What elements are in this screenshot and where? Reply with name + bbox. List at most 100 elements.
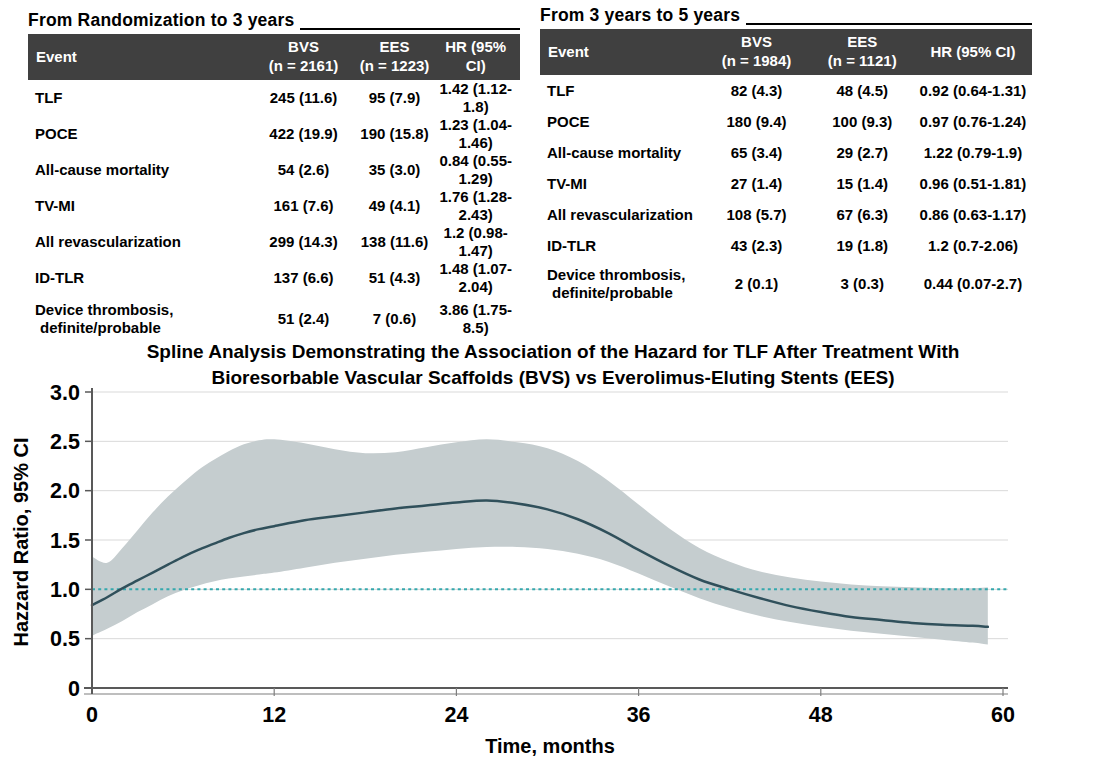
- event-cell: ID-TLR: [540, 230, 702, 261]
- column-header: BVS(n = 1984): [702, 29, 810, 75]
- table-title-row: From 3 years to 5 years: [540, 5, 1032, 29]
- column-header: EES(n = 1223): [358, 34, 432, 80]
- table-row: All-cause mortality65 (3.4)29 (2.7)1.22 …: [540, 137, 1032, 168]
- table-row: POCE422 (19.9)190 (15.8)1.23 (1.04-1.46): [28, 116, 520, 152]
- event-cell: POCE: [540, 106, 702, 137]
- ees-cell: 48 (4.5): [811, 75, 914, 106]
- y-tick-label: 1.0: [50, 578, 80, 602]
- bvs-cell: 137 (6.6): [249, 260, 357, 296]
- x-tick-label: 60: [991, 703, 1015, 727]
- table-row: TV-MI27 (1.4)15 (1.4)0.96 (0.51-1.81): [540, 168, 1032, 199]
- column-header: BVS(n = 2161): [249, 34, 357, 80]
- bvs-cell: 54 (2.6): [249, 152, 357, 188]
- y-tick-label: 0: [68, 677, 80, 701]
- column-header: HR (95% CI): [431, 34, 520, 80]
- x-tick-label: 36: [627, 703, 651, 727]
- event-cell: Device thrombosis,definite/probable: [540, 261, 702, 307]
- x-tick-label: 0: [86, 703, 98, 727]
- hr-cell: 1.76 (1.28-2.43): [431, 188, 520, 224]
- header-row: EventBVS(n = 2161)EES(n = 1223)HR (95% C…: [28, 34, 520, 80]
- table-row: TV-MI161 (7.6)49 (4.1)1.76 (1.28-2.43): [28, 188, 520, 224]
- bvs-cell: 245 (11.6): [249, 80, 357, 116]
- ees-cell: 15 (1.4): [811, 168, 914, 199]
- bvs-cell: 27 (1.4): [702, 168, 810, 199]
- event-cell: All-cause mortality: [28, 152, 249, 188]
- table-row: All revascularization299 (14.3)138 (11.6…: [28, 224, 520, 260]
- table-title: From 3 years to 5 years: [540, 5, 740, 29]
- x-tick-label: 24: [444, 703, 468, 727]
- ees-cell: 19 (1.8): [811, 230, 914, 261]
- event-cell: POCE: [28, 116, 249, 152]
- hr-cell: 0.92 (0.64-1.31): [914, 75, 1032, 106]
- table-row: All-cause mortality54 (2.6)35 (3.0)0.84 …: [28, 152, 520, 188]
- hr-cell: 0.44 (0.07-2.7): [914, 261, 1032, 307]
- hr-cell: 1.2 (0.7-2.06): [914, 230, 1032, 261]
- table-header: EventBVS(n = 2161)EES(n = 1223)HR (95% C…: [28, 34, 520, 80]
- x-axis-label: Time, months: [485, 735, 615, 757]
- bvs-cell: 82 (4.3): [702, 75, 810, 106]
- hr-cell: 0.86 (0.63-1.17): [914, 199, 1032, 230]
- column-header: Event: [540, 29, 702, 75]
- column-header: Event: [28, 34, 249, 80]
- table-row: Device thrombosis,definite/probable2 (0.…: [540, 261, 1032, 307]
- ees-cell: 67 (6.3): [811, 199, 914, 230]
- events-table: EventBVS(n = 1984)EES(n = 1121)HR (95% C…: [540, 29, 1032, 307]
- ees-cell: 190 (15.8): [358, 116, 432, 152]
- column-header-sub: (n = 1223): [360, 57, 430, 76]
- table-title-row: From Randomization to 3 years: [28, 10, 520, 34]
- event-cell: TV-MI: [540, 168, 702, 199]
- table-row: ID-TLR43 (2.3)19 (1.8)1.2 (0.7-2.06): [540, 230, 1032, 261]
- table-body: TLF82 (4.3)48 (4.5)0.92 (0.64-1.31)POCE1…: [540, 75, 1032, 307]
- hr-cell: 1.23 (1.04-1.46): [431, 116, 520, 152]
- hr-cell: 1.48 (1.07-2.04): [431, 260, 520, 296]
- title-rule: [300, 28, 520, 30]
- y-tick-label: 3.0: [50, 381, 80, 405]
- y-axis-label: Hazzard Ratio, 95% CI: [10, 438, 32, 647]
- table-row: TLF82 (4.3)48 (4.5)0.92 (0.64-1.31): [540, 75, 1032, 106]
- event-cell: All-cause mortality: [540, 137, 702, 168]
- ees-cell: 35 (3.0): [358, 152, 432, 188]
- event-cell: TV-MI: [28, 188, 249, 224]
- ees-cell: 138 (11.6): [358, 224, 432, 260]
- bvs-cell: 65 (3.4): [702, 137, 810, 168]
- table-header: EventBVS(n = 1984)EES(n = 1121)HR (95% C…: [540, 29, 1032, 75]
- column-header: EES(n = 1121): [811, 29, 914, 75]
- x-tick-label: 48: [809, 703, 833, 727]
- column-header-sub: (n = 1121): [813, 52, 912, 71]
- event-cell: All revascularization: [28, 224, 249, 260]
- event-cell-line2: definite/probable: [547, 284, 700, 302]
- ees-cell: 51 (4.3): [358, 260, 432, 296]
- bvs-cell: 299 (14.3): [249, 224, 357, 260]
- table-randomization-to-3y: From Randomization to 3 years EventBVS(n…: [28, 10, 520, 342]
- column-header-sub: (n = 2161): [251, 57, 355, 76]
- ees-cell: 49 (4.1): [358, 188, 432, 224]
- bvs-cell: 43 (2.3): [702, 230, 810, 261]
- table-title: From Randomization to 3 years: [28, 10, 294, 34]
- x-tick-label: 12: [262, 703, 286, 727]
- column-header-sub: (n = 1984): [704, 52, 808, 71]
- bvs-cell: 108 (5.7): [702, 199, 810, 230]
- bvs-cell: 2 (0.1): [702, 261, 810, 307]
- table-3y-to-5y: From 3 years to 5 years EventBVS(n = 198…: [540, 5, 1032, 307]
- events-table: EventBVS(n = 2161)EES(n = 1223)HR (95% C…: [28, 34, 520, 342]
- hr-cell: 1.22 (0.79-1.9): [914, 137, 1032, 168]
- table-row: All revascularization108 (5.7)67 (6.3)0.…: [540, 199, 1032, 230]
- hr-cell: 0.96 (0.51-1.81): [914, 168, 1032, 199]
- ees-cell: 29 (2.7): [811, 137, 914, 168]
- y-tick-label: 1.5: [50, 529, 80, 553]
- hr-cell: 1.42 (1.12-1.8): [431, 80, 520, 116]
- spline-chart: Spline Analysis Demonstrating the Associ…: [0, 330, 1098, 762]
- hr-cell: 0.84 (0.55-1.29): [431, 152, 520, 188]
- table-row: TLF245 (11.6)95 (7.9)1.42 (1.12-1.8): [28, 80, 520, 116]
- event-cell: TLF: [540, 75, 702, 106]
- ees-cell: 100 (9.3): [811, 106, 914, 137]
- y-tick-label: 2.0: [50, 479, 80, 503]
- chart-title-line2: Bioresorbable Vascular Scaffolds (BVS) v…: [211, 367, 894, 388]
- event-cell: All revascularization: [540, 199, 702, 230]
- table-row: POCE180 (9.4)100 (9.3)0.97 (0.76-1.24): [540, 106, 1032, 137]
- ci-band: [92, 439, 988, 644]
- y-tick-label: 2.5: [50, 430, 80, 454]
- event-cell: ID-TLR: [28, 260, 249, 296]
- title-rule: [746, 23, 1032, 25]
- table-row: ID-TLR137 (6.6)51 (4.3)1.48 (1.07-2.04): [28, 260, 520, 296]
